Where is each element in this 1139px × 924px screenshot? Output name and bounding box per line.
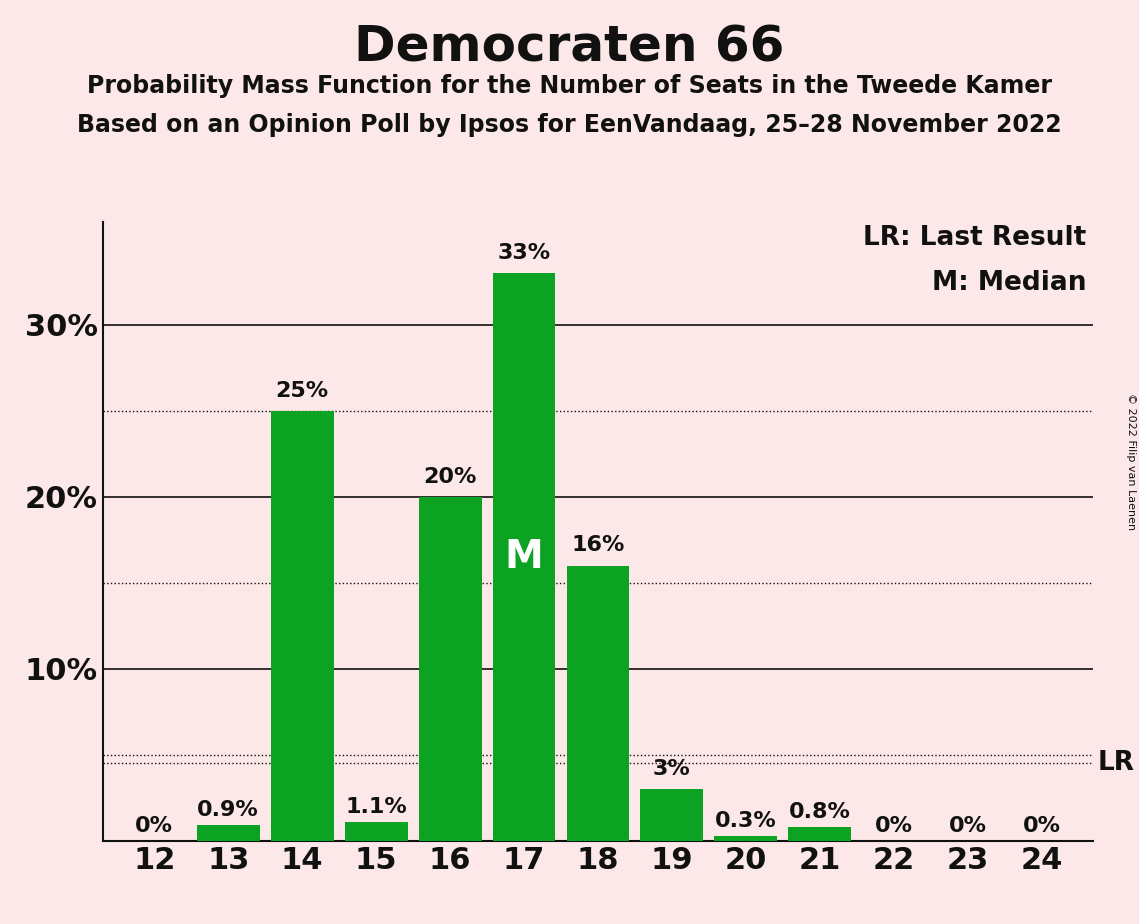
Text: LR: Last Result: LR: Last Result bbox=[863, 225, 1087, 251]
Bar bbox=[640, 789, 704, 841]
Text: 16%: 16% bbox=[572, 535, 624, 555]
Text: 0%: 0% bbox=[136, 816, 173, 835]
Text: 0%: 0% bbox=[949, 816, 986, 835]
Text: Democraten 66: Democraten 66 bbox=[354, 23, 785, 71]
Text: 0%: 0% bbox=[1023, 816, 1060, 835]
Text: © 2022 Filip van Laenen: © 2022 Filip van Laenen bbox=[1126, 394, 1136, 530]
Text: 0%: 0% bbox=[875, 816, 912, 835]
Text: Based on an Opinion Poll by Ipsos for EenVandaag, 25–28 November 2022: Based on an Opinion Poll by Ipsos for Ee… bbox=[77, 113, 1062, 137]
Text: M: M bbox=[505, 538, 543, 576]
Text: 3%: 3% bbox=[653, 759, 690, 779]
Text: 25%: 25% bbox=[276, 381, 329, 401]
Text: M: Median: M: Median bbox=[932, 270, 1087, 296]
Text: 33%: 33% bbox=[498, 243, 550, 263]
Text: 0.3%: 0.3% bbox=[715, 810, 777, 831]
Bar bbox=[714, 835, 777, 841]
Text: 0.9%: 0.9% bbox=[197, 800, 259, 821]
Text: LR: LR bbox=[1097, 750, 1134, 776]
Bar bbox=[345, 822, 408, 841]
Text: 0.8%: 0.8% bbox=[789, 802, 851, 822]
Text: 1.1%: 1.1% bbox=[345, 796, 407, 817]
Bar bbox=[788, 827, 851, 841]
Bar bbox=[492, 274, 556, 841]
Bar bbox=[197, 825, 260, 841]
Text: 20%: 20% bbox=[424, 467, 477, 487]
Bar bbox=[566, 565, 630, 841]
Text: Probability Mass Function for the Number of Seats in the Tweede Kamer: Probability Mass Function for the Number… bbox=[87, 74, 1052, 98]
Bar bbox=[271, 411, 334, 841]
Bar bbox=[419, 497, 482, 841]
